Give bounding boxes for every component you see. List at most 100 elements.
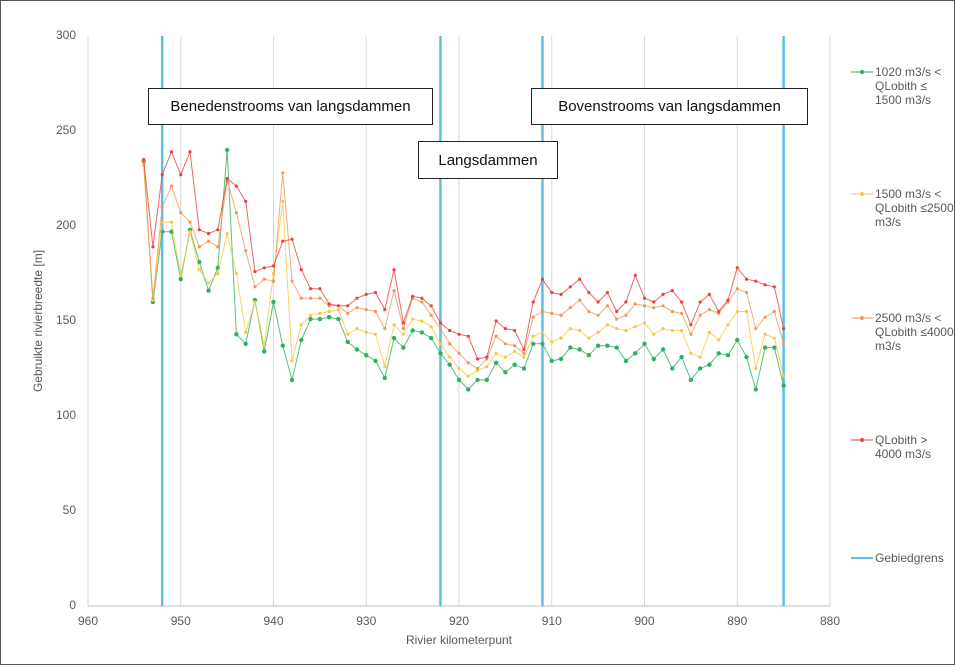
point xyxy=(346,304,350,308)
y-tick-label: 150 xyxy=(56,313,76,327)
point xyxy=(401,321,405,325)
legend-icon xyxy=(851,316,873,320)
point xyxy=(522,351,526,355)
point xyxy=(383,308,387,312)
point xyxy=(244,249,248,253)
point xyxy=(707,308,712,312)
point xyxy=(735,309,739,314)
point xyxy=(216,271,220,276)
point xyxy=(689,323,693,327)
x-tick-label: 910 xyxy=(542,614,562,628)
point xyxy=(494,334,498,338)
point xyxy=(680,300,684,304)
point xyxy=(763,315,767,319)
point xyxy=(346,311,350,315)
point xyxy=(716,351,721,356)
point xyxy=(281,199,285,203)
point xyxy=(475,377,480,383)
point xyxy=(744,309,749,314)
point xyxy=(466,334,470,338)
point xyxy=(373,309,378,314)
point xyxy=(429,313,433,317)
point xyxy=(429,325,433,329)
point xyxy=(754,279,758,283)
point xyxy=(661,304,665,308)
point xyxy=(744,354,749,360)
point xyxy=(744,277,749,281)
point xyxy=(289,377,295,383)
point xyxy=(364,330,368,334)
point xyxy=(661,327,665,331)
point xyxy=(531,315,535,319)
point xyxy=(234,211,238,215)
point xyxy=(614,345,619,350)
point xyxy=(336,316,341,322)
legend-dot xyxy=(860,192,864,196)
point xyxy=(782,327,786,331)
point xyxy=(772,285,776,289)
y-tick-label: 250 xyxy=(56,123,76,137)
point xyxy=(318,311,322,315)
point xyxy=(550,311,554,315)
point xyxy=(652,300,656,304)
point xyxy=(346,332,350,336)
point xyxy=(661,292,665,296)
point xyxy=(243,341,248,346)
point xyxy=(586,353,592,358)
point xyxy=(735,266,739,270)
point xyxy=(725,353,731,358)
point xyxy=(224,147,230,153)
point xyxy=(652,332,656,336)
x-tick-label: 950 xyxy=(171,614,191,628)
point xyxy=(206,288,211,293)
point xyxy=(707,362,712,367)
point xyxy=(550,340,554,344)
point xyxy=(605,290,610,295)
point xyxy=(234,332,239,337)
point xyxy=(206,239,211,243)
point xyxy=(253,270,257,274)
point xyxy=(484,377,490,383)
point xyxy=(428,335,434,341)
x-axis-title: Rivier kilometerpunt xyxy=(406,633,513,647)
x-tick-label: 960 xyxy=(78,614,98,628)
point xyxy=(540,341,545,346)
y-axis-title: Gebruikte rivierbreedte [m] xyxy=(31,250,45,392)
point xyxy=(660,347,666,352)
legend-icon xyxy=(851,70,873,74)
point xyxy=(503,355,507,359)
point xyxy=(373,358,378,364)
legend-dot xyxy=(860,70,864,74)
point xyxy=(624,313,628,317)
point xyxy=(448,355,452,359)
point xyxy=(169,150,174,154)
x-tick-label: 880 xyxy=(820,614,840,628)
point xyxy=(782,374,786,378)
point xyxy=(596,313,600,317)
point xyxy=(179,211,183,215)
point xyxy=(216,245,220,249)
point xyxy=(587,336,591,340)
point xyxy=(438,351,443,356)
legend-label: 2500 m3/s < QLobith ≤4000 m3/s xyxy=(875,311,954,353)
point xyxy=(605,304,610,308)
annotation: Langsdammen xyxy=(418,141,558,179)
legend-label: Gebiedgrens xyxy=(875,551,944,565)
y-tick-label: 50 xyxy=(63,503,77,517)
point xyxy=(401,332,405,336)
point xyxy=(206,281,211,285)
point xyxy=(559,313,563,317)
legend-entry: QLobith > 4000 m3/s xyxy=(849,433,954,461)
point xyxy=(503,342,507,346)
point xyxy=(475,357,480,361)
point xyxy=(179,273,183,277)
point xyxy=(698,300,702,304)
point xyxy=(540,309,545,314)
point xyxy=(559,292,563,296)
point xyxy=(698,313,702,317)
point xyxy=(466,387,471,392)
point xyxy=(494,351,498,355)
point xyxy=(448,328,452,333)
point xyxy=(782,342,786,346)
point xyxy=(670,328,674,333)
